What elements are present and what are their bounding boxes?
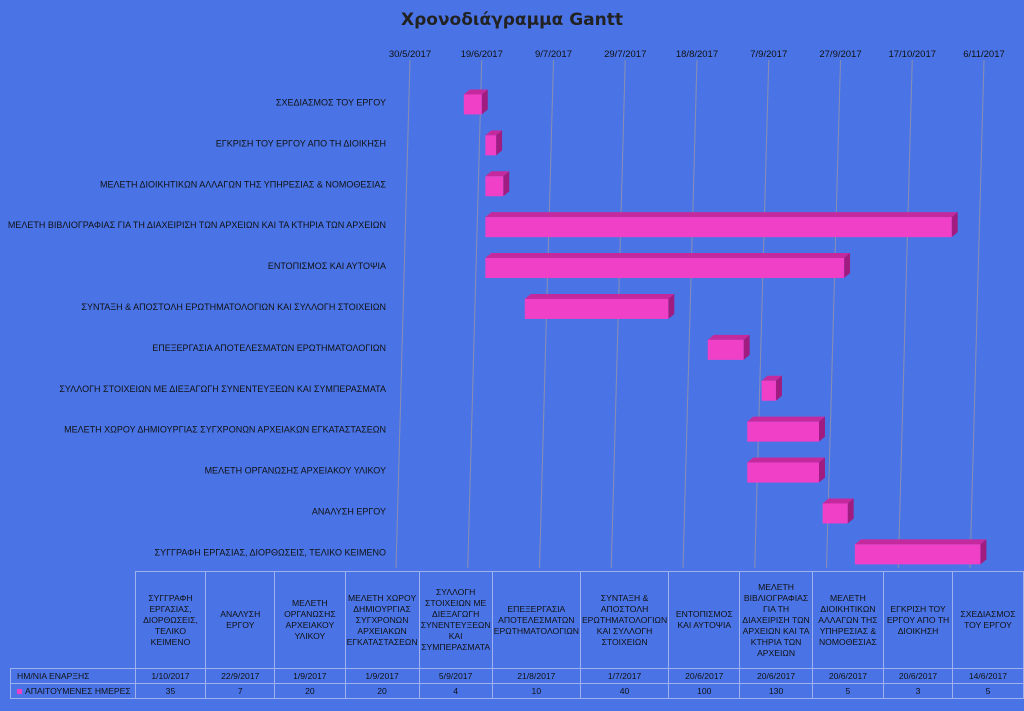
- grid-line: [969, 59, 985, 569]
- task-bars: [463, 89, 987, 565]
- table-column-header: ΜΕΛΕΤΗ ΟΡΓΑΝΩΣΗΣ ΑΡΧΕΙΑΚΟΥ ΥΛΙΚΟΥ: [274, 571, 346, 669]
- grid-line: [897, 59, 913, 569]
- table-cell: 21/8/2017: [491, 668, 581, 684]
- table-column-header: ΜΕΛΕΤΗ ΔΙΟΙΚΗΤΙΚΩΝ ΑΛΛΑΓΩΝ ΤΗΣ ΥΠΗΡΕΣΙΑΣ…: [811, 571, 885, 669]
- task-bar: [463, 89, 488, 115]
- task-label: ΕΠΕΞΕΡΓΑΣΙΑ ΑΠΟΤΕΛΕΣΜΑΤΩΝ ΕΡΩΤΗΜΑΤΟΛΟΓΙΩ…: [152, 343, 386, 353]
- table-cell: 35: [134, 683, 207, 699]
- x-tick-label: 18/8/2017: [676, 49, 718, 60]
- table-column-header: ΣΥΓΓΡΑΦΗ ΕΡΓΑΣΙΑΣ, ΔΙΟΡΘΩΣΕΙΣ, ΤΕΛΙΚΟ ΚΕ…: [134, 571, 207, 669]
- task-bar: [747, 457, 825, 483]
- table-cell: 4: [418, 683, 493, 699]
- table-column-header: ΣΥΝΤΑΞΗ & ΑΠΟΣΤΟΛΗ ΕΡΩΤΗΜΑΤΟΛΟΓΙΩΝ ΚΑΙ Σ…: [579, 571, 670, 669]
- x-tick-label: 30/5/2017: [389, 49, 431, 60]
- x-tick-label: 29/7/2017: [604, 49, 646, 60]
- grid-line: [826, 59, 841, 569]
- table-column-header: ΑΝΑΛΥΣΗ ΕΡΓΟΥ: [205, 571, 276, 669]
- task-bar: [822, 498, 854, 524]
- task-label: ΜΕΛΕΤΗ ΧΩΡΟΥ ΔΗΜΙΟΥΡΓΙΑΣ ΣΥΓΧΡΟΝΩΝ ΑΡΧΕΙ…: [64, 425, 386, 435]
- table-cell: 7: [205, 683, 276, 699]
- task-bar: [485, 130, 503, 156]
- table-cell: 22/9/2017: [205, 668, 276, 684]
- table-cell: 100: [668, 683, 741, 699]
- table-row: ΗΜ/ΝΙΑ ΕΝΑΡΞΗΣ 1/10/2017 22/9/2017 1/9/2017…: [10, 668, 1024, 684]
- legend-swatch: [17, 688, 22, 694]
- task-label: ΜΕΛΕΤΗ ΒΙΒΛΙΟΓΡΑΦΙΑΣ ΓΙΑ ΤΗ ΔΙΑΧΕΙΡΙΣΗ Τ…: [8, 220, 386, 230]
- task-label: ΣΧΕΔΙΑΣΜΟΣ ΤΟΥ ΕΡΓΟΥ: [276, 97, 386, 107]
- table-cell: 14/6/2017: [951, 668, 1024, 684]
- table-cell: 40: [579, 683, 670, 699]
- task-label: ΜΕΛΕΤΗ ΔΙΟΙΚΗΤΙΚΩΝ ΑΛΛΑΓΩΝ ΤΗΣ ΥΠΗΡΕΣΙΑΣ…: [100, 179, 386, 189]
- table-cell: 130: [739, 683, 813, 699]
- task-bar: [485, 171, 510, 197]
- grid-line: [682, 59, 698, 569]
- table-cell: 5: [811, 683, 885, 699]
- table-cell: 20/6/2017: [668, 668, 741, 684]
- table-column-header: ΜΕΛΕΤΗ ΧΩΡΟΥ ΔΗΜΙΟΥΡΓΙΑΣ ΣΥΓΧΡΟΝΩΝ ΑΡΧΕΙ…: [344, 571, 420, 669]
- table-cell: 1/7/2017: [579, 668, 670, 684]
- data-table: ΣΥΓΓΡΑΦΗ ΕΡΓΑΣΙΑΣ, ΔΙΟΡΘΩΣΕΙΣ, ΤΕΛΙΚΟ ΚΕ…: [10, 571, 1024, 699]
- grid-lines: [395, 59, 985, 569]
- table-cell: 1/9/2017: [274, 668, 346, 684]
- table-column-header: ΕΝΤΟΠΙΣΜΟΣ ΚΑΙ ΑΥΤΟΨΙΑ: [668, 571, 741, 669]
- table-cell: 20/6/2017: [739, 668, 813, 684]
- table-cell: 20/6/2017: [811, 668, 885, 684]
- task-label: ΣΥΛΛΟΓΗ ΣΤΟΙΧΕΙΩΝ ΜΕ ΔΙΕΞΑΓΩΓΗ ΣΥΝΕΝΤΕΥΞ…: [59, 384, 386, 394]
- x-tick-label: 27/9/2017: [819, 49, 861, 60]
- table-cell: 20: [274, 683, 346, 699]
- task-bar: [761, 375, 782, 401]
- task-label: ΕΓΚΡΙΣΗ ΤΟΥ ΕΡΓΟΥ ΑΠΟ ΤΗ ΔΙΟΙΚΗΣΗ: [216, 138, 386, 148]
- table-cell: 1/10/2017: [134, 668, 207, 684]
- table-column-header: ΕΠΕΞΕΡΓΑΣΙΑ ΑΠΟΤΕΛΕΣΜΑΤΩΝ ΕΡΩΤΗΜΑΤΟΛΟΓΙΩ…: [491, 571, 581, 669]
- table-cell: 5/9/2017: [418, 668, 493, 684]
- table-cell: 20/6/2017: [883, 668, 953, 684]
- table-cell: 5: [951, 683, 1024, 699]
- table-cell: 1/9/2017: [344, 668, 420, 684]
- grid-line: [467, 59, 483, 569]
- task-bar: [485, 253, 851, 279]
- table-column-header: ΕΓΚΡΙΣΗ ΤΟΥ ΕΡΓΟΥ ΑΠΟ ΤΗ ΔΙΟΙΚΗΣΗ: [883, 571, 953, 669]
- grid-line: [754, 59, 770, 569]
- table-column-header: ΣΧΕΔΙΑΣΜΟΣ ΤΟΥ ΕΡΓΟΥ: [951, 571, 1024, 669]
- table-column-header: ΣΥΛΛΟΓΗ ΣΤΟΙΧΕΙΩΝ ΜΕ ΔΙΕΞΑΓΩΓΗ ΣΥΝΕΝΤΕΥΞ…: [418, 571, 493, 669]
- table-row: ΑΠΑΙΤΟΥΜΕΝΕΣ ΗΜΕΡΕΣ 35 7 20 20 4 10 40 100 130 5 3 5: [10, 683, 1024, 699]
- task-label: ΜΕΛΕΤΗ ΟΡΓΑΝΩΣΗΣ ΑΡΧΕΙΑΚΟΥ ΥΛΙΚΟΥ: [205, 466, 386, 476]
- table-corner: [11, 572, 136, 669]
- x-axis-ticks: 30/5/2017 19/6/2017 9/7/2017 29/7/2017 18/8/…: [389, 49, 1005, 60]
- task-bar: [707, 334, 750, 360]
- table-cell: 10: [491, 683, 581, 699]
- x-tick-label: 6/11/2017: [963, 49, 1005, 60]
- row-label: ΑΠΑΙΤΟΥΜΕΝΕΣ ΗΜΕΡΕΣ: [10, 683, 136, 699]
- x-tick-label: 7/9/2017: [750, 49, 787, 60]
- grid-line: [395, 59, 411, 569]
- table-cell: 3: [883, 683, 953, 699]
- x-tick-label: 19/6/2017: [461, 49, 503, 60]
- task-label: ΣΥΝΤΑΞΗ & ΑΠΟΣΤΟΛΗ ΕΡΩΤΗΜΑΤΟΛΟΓΙΩΝ ΚΑΙ Σ…: [81, 302, 386, 312]
- row-label: ΗΜ/ΝΙΑ ΕΝΑΡΞΗΣ: [10, 668, 136, 684]
- table-column-header: ΜΕΛΕΤΗ ΒΙΒΛΙΟΓΡΑΦΙΑΣ ΓΙΑ ΤΗ ΔΙΑΧΕΙΡΙΣΗ Τ…: [739, 571, 813, 669]
- task-bar: [524, 293, 675, 319]
- task-label: ΑΝΑΛΥΣΗ ΕΡΓΟΥ: [312, 506, 386, 516]
- task-bar: [747, 416, 825, 442]
- table-cell: 20: [344, 683, 420, 699]
- task-label: ΣΥΓΓΡΑΦΗ ΕΡΓΑΣΙΑΣ, ΔΙΟΡΘΩΣΕΙΣ, ΤΕΛΙΚΟ ΚΕ…: [155, 547, 386, 557]
- x-tick-label: 9/7/2017: [535, 49, 572, 60]
- task-label: ΕΝΤΟΠΙΣΜΟΣ ΚΑΙ ΑΥΤΟΨΙΑ: [268, 261, 386, 271]
- gantt-chart: 30/5/2017 19/6/2017 9/7/2017 29/7/2017 18/8/…: [8, 49, 1005, 569]
- x-tick-label: 17/10/2017: [888, 49, 936, 60]
- task-bar: [485, 212, 958, 238]
- task-labels: ΣΧΕΔΙΑΣΜΟΣ ΤΟΥ ΕΡΓΟΥ ΕΓΚΡΙΣΗ ΤΟΥ ΕΡΓΟΥ ΑΠ…: [8, 97, 387, 557]
- chart-title: Χρονοδιάγραμμα Gantt: [400, 10, 624, 30]
- task-bar: [854, 539, 987, 565]
